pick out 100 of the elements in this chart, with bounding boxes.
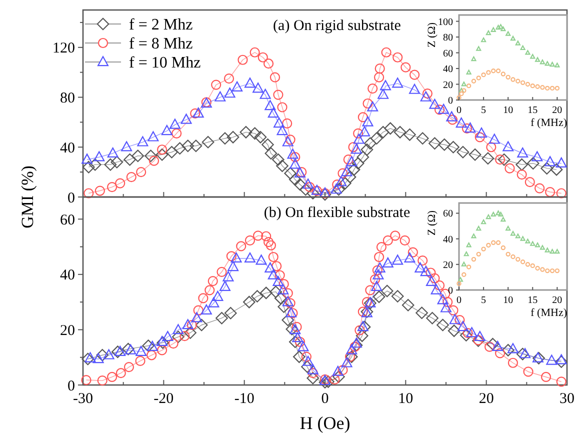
point: [462, 88, 466, 93]
point: [545, 268, 550, 274]
point: [290, 158, 301, 169]
point: [107, 147, 118, 158]
point: [348, 142, 358, 152]
point: [262, 138, 274, 151]
point: [400, 62, 411, 72]
point: [380, 80, 391, 90]
legend-label: f = 8 Mhz: [129, 36, 193, 53]
point: [251, 290, 264, 302]
point: [500, 216, 506, 222]
point: [182, 140, 194, 152]
point: [254, 130, 267, 144]
point: [94, 186, 105, 196]
point: [550, 62, 555, 67]
point: [540, 267, 545, 272]
point: [156, 148, 168, 161]
point: [148, 156, 160, 166]
y-tick-label: 60: [443, 208, 453, 220]
point: [392, 52, 403, 62]
point: [202, 136, 214, 148]
y-tick-label: 0: [68, 190, 75, 206]
point: [466, 264, 472, 270]
point: [296, 167, 307, 178]
point: [274, 117, 285, 128]
point: [184, 326, 196, 339]
point: [535, 57, 540, 62]
point: [294, 167, 306, 178]
point: [304, 182, 315, 192]
point: [240, 126, 252, 138]
point: [535, 84, 540, 89]
y-tick-label: 0: [448, 286, 453, 296]
point: [540, 85, 545, 90]
point: [462, 272, 466, 277]
point: [264, 147, 278, 160]
x-tick-label: 15: [528, 295, 538, 306]
annotation: (b) On flexible substrate: [264, 205, 410, 221]
point: [260, 286, 272, 300]
point: [544, 248, 550, 252]
x-tick-label: 5: [481, 105, 486, 116]
point: [276, 124, 288, 136]
point: [250, 47, 260, 58]
point: [525, 238, 530, 244]
point: [88, 158, 102, 171]
point: [520, 236, 526, 241]
y-tick-label: 40: [60, 268, 75, 284]
point: [516, 78, 520, 84]
y-tick-label: 100: [438, 16, 453, 28]
point: [360, 143, 374, 156]
point: [277, 102, 288, 112]
point: [268, 108, 279, 118]
point: [550, 248, 555, 254]
point: [510, 230, 516, 236]
point: [540, 162, 554, 174]
point: [458, 277, 464, 282]
point: [490, 212, 496, 217]
point: [301, 360, 314, 373]
point: [374, 64, 385, 74]
x-tick-label: 0: [456, 105, 462, 116]
point: [352, 157, 364, 170]
point: [459, 91, 464, 96]
point: [290, 152, 300, 162]
point: [481, 219, 486, 224]
point: [494, 154, 506, 165]
point: [376, 126, 390, 138]
point: [554, 86, 560, 91]
point: [258, 52, 268, 62]
point: [384, 122, 397, 135]
point: [372, 290, 386, 303]
point: [282, 314, 294, 326]
point: [380, 284, 394, 298]
point: [190, 108, 200, 119]
point: [496, 240, 501, 246]
point: [464, 251, 469, 256]
point: [506, 226, 511, 231]
point: [288, 173, 302, 186]
point: [341, 166, 352, 176]
point: [346, 156, 358, 166]
point: [224, 74, 234, 84]
point: [550, 268, 555, 274]
point: [471, 256, 476, 262]
point: [343, 154, 354, 165]
point: [195, 318, 208, 332]
point: [466, 242, 472, 248]
point: [299, 183, 312, 196]
y-tick-label: 80: [443, 32, 453, 44]
y-tick-label: 40: [60, 140, 75, 156]
point: [288, 336, 302, 348]
annotation: (a) On rigid substrate: [273, 18, 402, 34]
point: [306, 372, 320, 384]
point: [468, 148, 482, 161]
x-axis-title: f (MHz): [530, 307, 568, 319]
point: [447, 114, 458, 125]
point: [336, 176, 347, 186]
y-tick-label: 40: [443, 64, 453, 76]
point: [506, 252, 510, 257]
point: [530, 83, 535, 88]
point: [540, 60, 545, 64]
point: [520, 260, 526, 264]
point: [486, 338, 499, 350]
